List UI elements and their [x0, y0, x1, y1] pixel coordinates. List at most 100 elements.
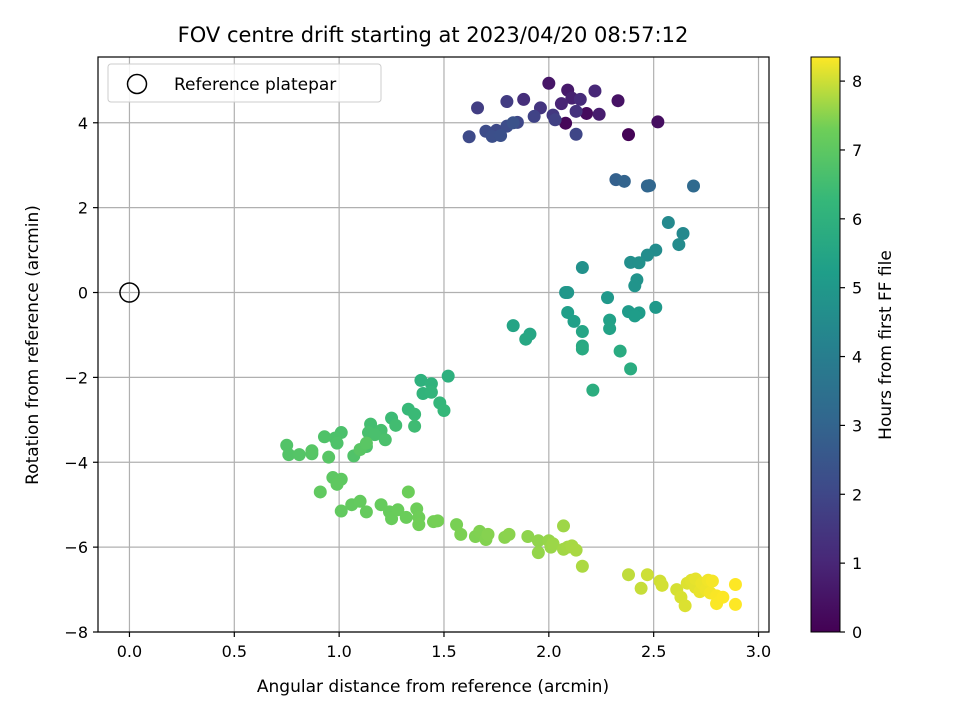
data-point — [580, 106, 594, 120]
data-point — [542, 76, 556, 90]
y-axis: −8 −6 −4 −2 0 2 4 — [64, 114, 98, 642]
data-point — [305, 444, 319, 458]
data-point — [634, 581, 648, 595]
data-point — [414, 373, 428, 387]
data-point — [569, 543, 583, 557]
data-point — [378, 433, 392, 447]
data-point — [567, 314, 581, 328]
x-axis-label: Angular distance from reference (arcmin) — [257, 677, 609, 697]
data-point — [651, 115, 665, 129]
data-point — [317, 430, 331, 444]
data-point — [716, 590, 730, 604]
data-point — [649, 300, 663, 314]
data-point — [624, 362, 638, 376]
colorbar-tick-label: 6 — [852, 210, 862, 229]
legend-entry-reference: Reference platepar — [174, 75, 336, 95]
data-point — [586, 383, 600, 397]
chart-title: FOV centre drift starting at 2023/04/20 … — [178, 23, 689, 47]
x-axis: 0.0 0.5 1.0 1.5 2.0 2.5 3.0 — [117, 632, 771, 661]
data-point — [408, 419, 422, 433]
data-point — [437, 403, 451, 417]
x-tick-label: 0.5 — [222, 642, 247, 661]
data-point — [450, 518, 464, 532]
data-point — [687, 179, 701, 193]
data-point — [640, 248, 654, 262]
colorbar-tick-label: 3 — [852, 416, 862, 435]
y-axis-label: Rotation from reference (arcmin) — [23, 205, 43, 485]
data-point — [661, 215, 675, 229]
legend-reference-marker — [126, 73, 148, 95]
data-point — [531, 546, 545, 560]
colorbar-tick-label: 8 — [852, 72, 862, 91]
plot-frame — [97, 56, 770, 633]
colorbar-tick-label: 1 — [852, 554, 862, 573]
data-point — [408, 407, 422, 421]
data-point — [521, 530, 535, 544]
data-point — [575, 260, 589, 274]
data-point — [672, 238, 686, 252]
colorbar-gradient — [811, 57, 840, 632]
y-tick-label: 4 — [78, 114, 88, 133]
x-tick-label: 1.0 — [326, 642, 351, 661]
data-point — [334, 504, 348, 518]
grid — [98, 57, 769, 633]
data-point — [531, 534, 545, 548]
legend: Reference platepar — [107, 63, 382, 103]
data-point — [282, 448, 296, 462]
colorbar-tick-label: 7 — [852, 141, 862, 160]
data-point — [642, 179, 656, 193]
data-point — [728, 597, 742, 611]
data-point — [506, 319, 520, 333]
colorbar-label: Hours from first FF file — [876, 250, 896, 440]
data-point — [368, 428, 382, 442]
data-point — [292, 448, 306, 462]
data-point — [592, 107, 606, 121]
data-point — [628, 279, 642, 293]
data-point — [330, 436, 344, 450]
data-point — [728, 577, 742, 591]
data-point — [640, 568, 654, 582]
data-point — [517, 92, 531, 106]
data-point — [481, 527, 495, 541]
data-point — [462, 130, 476, 144]
data-point — [575, 325, 589, 339]
data-point — [322, 450, 336, 464]
data-point — [678, 599, 692, 613]
plot-area — [97, 56, 770, 633]
data-point — [471, 101, 485, 115]
data-point — [655, 578, 669, 592]
data-point — [601, 291, 615, 305]
y-tick-label: 0 — [78, 284, 88, 303]
data-point — [561, 286, 575, 300]
data-point — [389, 418, 403, 432]
data-point — [548, 113, 562, 127]
colorbar-tick-label: 2 — [852, 485, 862, 504]
data-point — [494, 129, 508, 143]
data-point — [613, 344, 627, 358]
x-tick-label: 0.0 — [117, 642, 142, 661]
data-point — [431, 514, 445, 528]
data-point — [454, 527, 468, 541]
data-point — [622, 568, 636, 582]
colorbar: 0 1 2 3 4 5 6 7 8 — [810, 56, 862, 642]
colorbar-tick-label: 5 — [852, 279, 862, 298]
data-point — [519, 332, 533, 346]
data-point — [424, 385, 438, 399]
x-tick-label: 1.5 — [431, 642, 456, 661]
colorbar-tick-label: 0 — [852, 623, 862, 642]
legend-box — [107, 63, 382, 103]
data-point — [359, 436, 373, 450]
data-point — [628, 309, 642, 323]
data-point — [353, 494, 367, 508]
data-point — [573, 92, 587, 106]
data-point — [330, 477, 344, 491]
data-point — [575, 342, 589, 356]
reference-platepar-marker — [119, 282, 140, 303]
data-point — [603, 322, 617, 336]
colorbar-tick-label: 4 — [852, 348, 862, 367]
data-point — [588, 84, 602, 98]
data-point — [611, 94, 625, 108]
data-point — [502, 527, 516, 541]
data-point — [500, 95, 514, 109]
